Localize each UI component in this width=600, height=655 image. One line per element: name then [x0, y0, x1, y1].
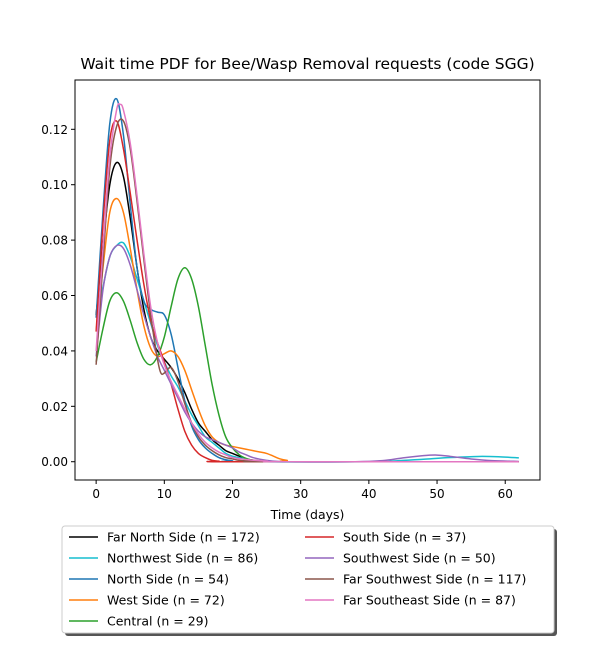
series-line-central — [95, 267, 519, 463]
legend-items: Far North Side (n = 172) Northwest Side (… — [69, 530, 526, 629]
x-tick-label: 50 — [429, 487, 444, 501]
x-tick-label: 10 — [157, 487, 172, 501]
series-line-northwest-side — [95, 241, 519, 463]
legend-label-southwest-side: Southwest Side (n = 50) — [343, 551, 496, 566]
legend-label-northwest-side: Northwest Side (n = 86) — [107, 551, 258, 566]
series-layer — [95, 97, 519, 463]
series-line-north-side — [95, 97, 519, 463]
legend-label-south-side: South Side (n = 37) — [343, 530, 466, 545]
legend: Far North Side (n = 172) Northwest Side (… — [61, 525, 557, 636]
y-tick-label: 0.02 — [41, 400, 68, 414]
y-tick-label: 0.10 — [41, 178, 68, 192]
legend-label-north-side: North Side (n = 54) — [107, 572, 229, 587]
legend-label-far-north-side: Far North Side (n = 172) — [107, 530, 260, 545]
y-tick-label: 0.06 — [41, 289, 68, 303]
series-line-west-side — [95, 197, 519, 463]
x-axis-ticks: 0 10 20 30 40 50 60 — [92, 480, 513, 501]
legend-label-central: Central (n = 29) — [107, 614, 209, 629]
plot-frame — [74, 79, 541, 481]
y-tick-label: 0.12 — [41, 123, 68, 137]
legend-label-far-southwest-side: Far Southwest Side (n = 117) — [343, 572, 526, 587]
x-tick-label: 0 — [92, 487, 100, 501]
x-tick-label: 20 — [225, 487, 240, 501]
chart-title: Wait time PDF for Bee/Wasp Removal reque… — [80, 55, 534, 73]
y-tick-label: 0.08 — [41, 234, 68, 248]
x-tick-label: 60 — [498, 487, 513, 501]
series-line-far-southwest-side — [95, 118, 519, 463]
x-tick-label: 40 — [361, 487, 376, 501]
legend-label-west-side: West Side (n = 72) — [107, 593, 225, 608]
plot-area — [75, 80, 540, 480]
x-tick-label: 30 — [293, 487, 308, 501]
y-axis-ticks: 0.00 0.02 0.04 0.06 0.08 0.10 0.12 — [41, 123, 75, 469]
legend-label-far-southeast-side: Far Southeast Side (n = 87) — [343, 593, 516, 608]
series-line-southwest-side — [95, 244, 519, 463]
y-tick-label: 0.04 — [41, 344, 68, 358]
x-axis-label: Time (days) — [270, 507, 345, 522]
series-line-far-southeast-side — [95, 103, 519, 463]
y-tick-label: 0.00 — [41, 455, 68, 469]
